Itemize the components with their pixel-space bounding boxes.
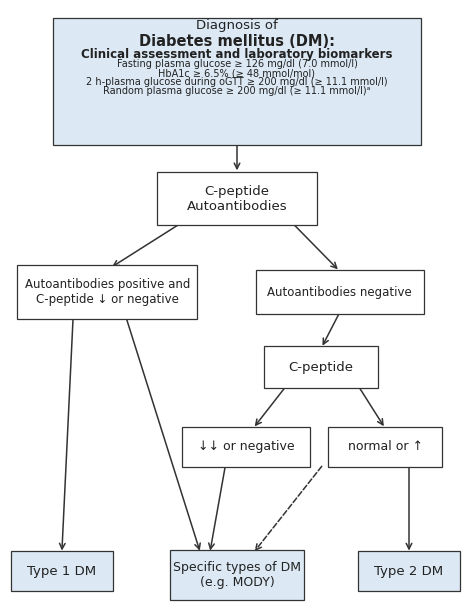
Text: Diabetes mellitus (DM):: Diabetes mellitus (DM): <box>139 34 335 49</box>
Text: Random plasma glucose ≥ 200 mg/dl (≥ 11.1 mmol/l)ᵃ: Random plasma glucose ≥ 200 mg/dl (≥ 11.… <box>103 86 371 96</box>
FancyBboxPatch shape <box>328 427 442 467</box>
FancyBboxPatch shape <box>18 265 197 318</box>
Text: Diagnosis of: Diagnosis of <box>196 19 278 32</box>
Text: Fasting plasma glucose ≥ 126 mg/dl (7.0 mmol/l): Fasting plasma glucose ≥ 126 mg/dl (7.0 … <box>117 59 357 70</box>
Text: Type 2 DM: Type 2 DM <box>374 565 444 578</box>
Text: Type 1 DM: Type 1 DM <box>27 565 96 578</box>
Text: C-peptide: C-peptide <box>289 360 354 374</box>
FancyBboxPatch shape <box>53 18 421 145</box>
FancyBboxPatch shape <box>182 427 310 467</box>
FancyBboxPatch shape <box>264 346 378 388</box>
Text: HbA1c ≥ 6.5% (≥ 48 mmol/mol): HbA1c ≥ 6.5% (≥ 48 mmol/mol) <box>158 68 316 78</box>
Text: normal or ↑: normal or ↑ <box>348 440 423 453</box>
Text: Specific types of DM
(e.g. MODY): Specific types of DM (e.g. MODY) <box>173 561 301 590</box>
Text: Clinical assessment and laboratory biomarkers: Clinical assessment and laboratory bioma… <box>81 48 393 61</box>
Text: 2 h-plasma glucose during oGTT ≥ 200 mg/dl (≥ 11.1 mmol/l): 2 h-plasma glucose during oGTT ≥ 200 mg/… <box>86 77 388 87</box>
FancyBboxPatch shape <box>358 551 460 591</box>
FancyBboxPatch shape <box>255 270 424 314</box>
Text: Autoantibodies negative: Autoantibodies negative <box>267 286 412 299</box>
Text: C-peptide
Autoantibodies: C-peptide Autoantibodies <box>187 185 287 213</box>
FancyBboxPatch shape <box>10 551 113 591</box>
Text: ↓↓ or negative: ↓↓ or negative <box>198 440 294 453</box>
FancyBboxPatch shape <box>170 550 304 601</box>
Text: Autoantibodies positive and
C-peptide ↓ or negative: Autoantibodies positive and C-peptide ↓ … <box>25 278 190 306</box>
FancyBboxPatch shape <box>157 172 317 225</box>
